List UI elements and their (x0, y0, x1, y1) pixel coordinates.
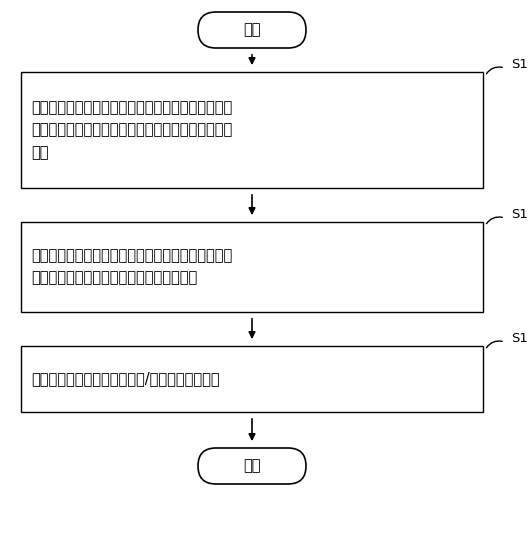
Text: S11: S11 (511, 207, 528, 221)
Text: 在玻璃基板上采用第一道光罩工艺，形成栅极金属层
和像素电极图案，所述第一道光罩工艺为半调式光罩
工艺: 在玻璃基板上采用第一道光罩工艺，形成栅极金属层 和像素电极图案，所述第一道光罩工… (31, 100, 232, 160)
FancyBboxPatch shape (21, 72, 483, 188)
Text: S10: S10 (511, 58, 528, 70)
FancyBboxPatch shape (198, 448, 306, 484)
Text: S12: S12 (511, 331, 528, 345)
FancyBboxPatch shape (21, 222, 483, 312)
FancyBboxPatch shape (198, 12, 306, 48)
Text: 采用第二道光罩工艺，形成栅极绝缘层、半导体层图
案，所述第二道光罩工艺为半调式光罩工艺: 采用第二道光罩工艺，形成栅极绝缘层、半导体层图 案，所述第二道光罩工艺为半调式光… (31, 248, 232, 285)
FancyBboxPatch shape (21, 346, 483, 412)
Text: 开始: 开始 (243, 23, 261, 38)
Text: 结束: 结束 (243, 458, 261, 473)
Text: 采用第三道光罩工艺，形成源/漏极金属层和沟道: 采用第三道光罩工艺，形成源/漏极金属层和沟道 (31, 372, 220, 387)
